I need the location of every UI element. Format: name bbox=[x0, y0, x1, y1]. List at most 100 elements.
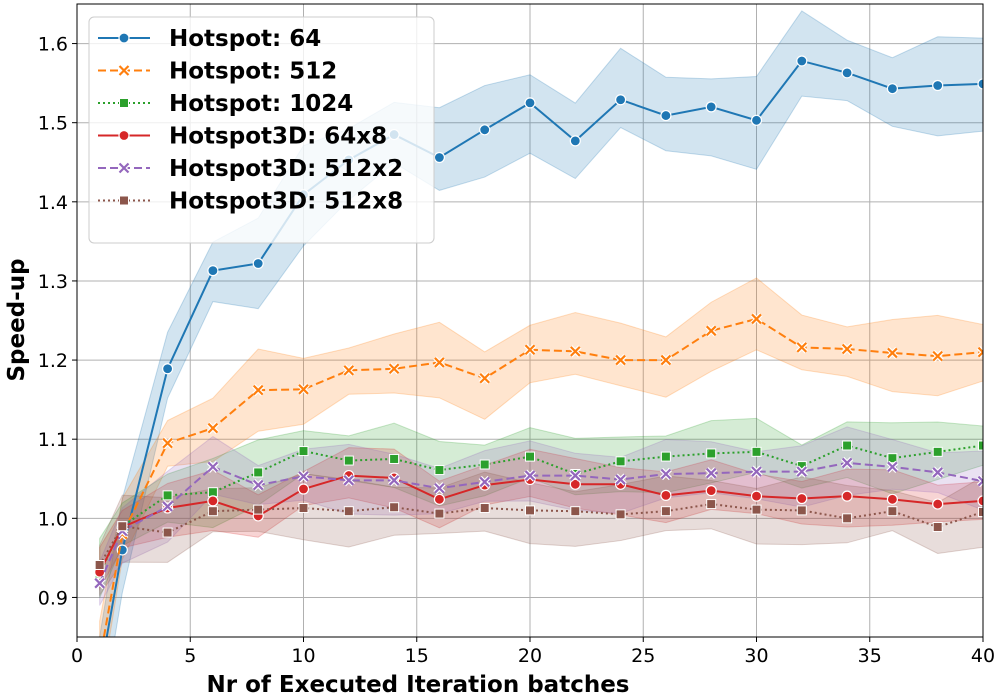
legend: Hotspot: 64 Hotspot: 512 Hotspot: 1024 Hots… bbox=[88, 16, 435, 244]
legend-marker bbox=[118, 32, 130, 44]
data-point bbox=[886, 346, 899, 360]
series-lines bbox=[93, 55, 983, 665]
legend-item: Hotspot: 64 bbox=[98, 26, 321, 52]
data-point bbox=[841, 456, 854, 470]
marker-cross bbox=[932, 350, 943, 362]
data-point bbox=[976, 475, 983, 488]
data-point bbox=[615, 456, 626, 467]
series-line bbox=[98, 461, 983, 584]
marker-cross bbox=[932, 467, 943, 478]
x-tick-label: 35 bbox=[858, 645, 882, 667]
confidence-band-1 bbox=[99, 277, 983, 637]
data-point bbox=[887, 506, 898, 517]
data-point bbox=[614, 473, 627, 486]
y-axis-label: Speed-up bbox=[4, 258, 30, 381]
data-point bbox=[162, 363, 174, 375]
x-ticks: 0 5 10 15 20 25 30 35 40 bbox=[71, 637, 995, 667]
y-tick-label: 1.4 bbox=[38, 192, 68, 214]
marker-cross bbox=[977, 346, 983, 358]
data-point bbox=[841, 490, 853, 502]
data-point bbox=[705, 485, 717, 497]
data-point bbox=[433, 151, 445, 164]
marker-cross bbox=[388, 475, 400, 486]
data-point bbox=[434, 508, 445, 519]
data-point bbox=[796, 505, 807, 516]
marker-cross bbox=[570, 346, 581, 357]
marker-cross bbox=[841, 343, 853, 355]
data-point bbox=[569, 469, 582, 482]
x-tick-label: 20 bbox=[518, 645, 542, 667]
data-point bbox=[705, 467, 718, 480]
data-point bbox=[705, 101, 717, 113]
data-point bbox=[93, 577, 106, 590]
data-point bbox=[252, 478, 265, 492]
y-tick-label: 0.9 bbox=[38, 587, 68, 609]
data-point bbox=[206, 422, 219, 435]
data-point bbox=[117, 521, 128, 532]
data-point bbox=[524, 97, 536, 109]
marker-cross bbox=[162, 501, 173, 512]
marker-cross bbox=[796, 466, 808, 477]
marker-cross bbox=[252, 479, 264, 491]
marker-cross bbox=[207, 461, 219, 473]
legend-item: Hotspot3D: 512x8 bbox=[98, 189, 403, 215]
legend-item: Hotspot: 1024 bbox=[98, 91, 353, 117]
data-point bbox=[161, 500, 174, 513]
data-point bbox=[297, 470, 310, 483]
legend-marker bbox=[119, 195, 129, 206]
data-point bbox=[886, 83, 899, 95]
marker-cross bbox=[570, 470, 581, 481]
data-point bbox=[706, 499, 717, 510]
marker-cross bbox=[479, 476, 490, 488]
marker-cross bbox=[887, 347, 898, 359]
data-point bbox=[659, 467, 672, 481]
data-point bbox=[343, 506, 354, 517]
x-tick-label: 10 bbox=[291, 645, 315, 667]
y-tick-label: 1.3 bbox=[38, 271, 68, 293]
marker-cross bbox=[887, 461, 898, 473]
data-point bbox=[976, 346, 983, 359]
marker-cross bbox=[298, 471, 309, 482]
marker-cross bbox=[524, 344, 536, 356]
marker-cross bbox=[615, 474, 626, 485]
legend-label: Hotspot3D: 64x8 bbox=[169, 124, 387, 150]
series-4 bbox=[93, 456, 983, 590]
data-point bbox=[660, 109, 672, 122]
marker-cross bbox=[524, 470, 536, 481]
data-point bbox=[342, 364, 355, 377]
x-tick-label: 30 bbox=[744, 645, 768, 667]
data-point bbox=[207, 265, 219, 277]
data-point bbox=[842, 440, 853, 451]
data-point bbox=[433, 356, 446, 369]
data-point bbox=[886, 460, 899, 473]
data-point bbox=[614, 94, 627, 106]
data-point bbox=[886, 493, 899, 505]
x-tick-label: 0 bbox=[71, 645, 83, 667]
data-point bbox=[298, 446, 309, 457]
data-point bbox=[932, 79, 944, 92]
marker-cross bbox=[660, 468, 672, 480]
marker-cross bbox=[95, 656, 104, 665]
data-point bbox=[660, 506, 671, 517]
y-tick-label: 1.5 bbox=[38, 113, 68, 135]
data-point bbox=[207, 506, 218, 517]
marker-cross bbox=[615, 354, 626, 366]
marker-cross bbox=[705, 467, 717, 479]
legend-marker bbox=[118, 129, 130, 142]
data-point bbox=[615, 509, 626, 520]
x-tick-label: 25 bbox=[631, 645, 655, 667]
legend-label: Hotspot: 64 bbox=[169, 26, 321, 52]
data-point bbox=[479, 124, 491, 136]
x-tick-label: 15 bbox=[405, 645, 429, 667]
series-5 bbox=[94, 499, 983, 570]
x-tick-label: 5 bbox=[184, 645, 196, 667]
data-point bbox=[751, 504, 762, 515]
data-point bbox=[161, 437, 174, 450]
data-point bbox=[433, 493, 445, 505]
data-point bbox=[932, 498, 944, 510]
data-point bbox=[796, 492, 808, 505]
marker-outline bbox=[95, 656, 104, 665]
data-point bbox=[162, 527, 173, 538]
data-point bbox=[660, 489, 672, 501]
